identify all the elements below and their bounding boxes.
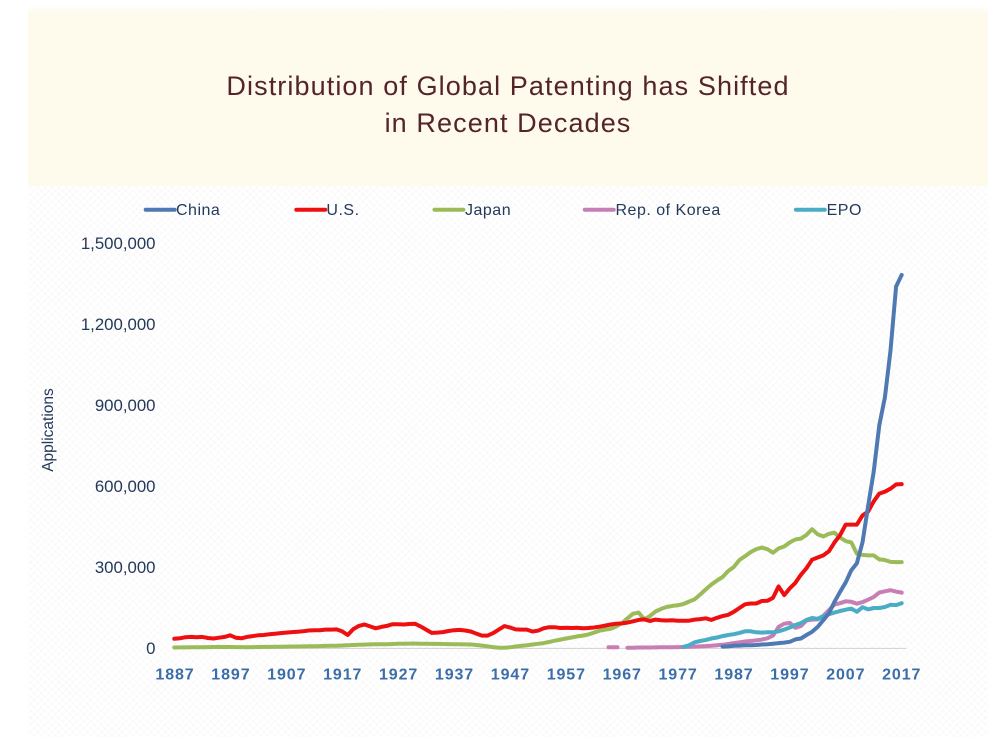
- svg-text:EPO: EPO: [827, 202, 862, 219]
- svg-text:1917: 1917: [323, 667, 362, 684]
- svg-text:1897: 1897: [211, 667, 250, 684]
- svg-text:Japan: Japan: [465, 202, 511, 219]
- svg-text:1927: 1927: [379, 667, 418, 684]
- svg-text:1,200,000: 1,200,000: [81, 315, 156, 334]
- svg-text:600,000: 600,000: [95, 477, 156, 496]
- svg-text:1,500,000: 1,500,000: [81, 234, 156, 253]
- svg-text:1887: 1887: [155, 667, 194, 684]
- svg-text:U.S.: U.S.: [326, 202, 359, 219]
- svg-text:1997: 1997: [770, 667, 809, 684]
- svg-text:1977: 1977: [658, 667, 697, 684]
- svg-text:1987: 1987: [714, 667, 753, 684]
- svg-text:1967: 1967: [603, 667, 642, 684]
- svg-text:900,000: 900,000: [95, 396, 156, 415]
- svg-text:1947: 1947: [491, 667, 530, 684]
- svg-text:Applications: Applications: [40, 388, 57, 472]
- svg-text:300,000: 300,000: [95, 558, 156, 577]
- svg-text:1957: 1957: [547, 667, 586, 684]
- svg-text:2017: 2017: [882, 667, 921, 684]
- svg-text:China: China: [176, 202, 220, 219]
- svg-text:Rep. of Korea: Rep. of Korea: [616, 202, 721, 219]
- svg-text:2007: 2007: [826, 667, 865, 684]
- svg-text:0: 0: [146, 639, 155, 658]
- svg-text:1937: 1937: [435, 667, 474, 684]
- svg-text:1907: 1907: [267, 667, 306, 684]
